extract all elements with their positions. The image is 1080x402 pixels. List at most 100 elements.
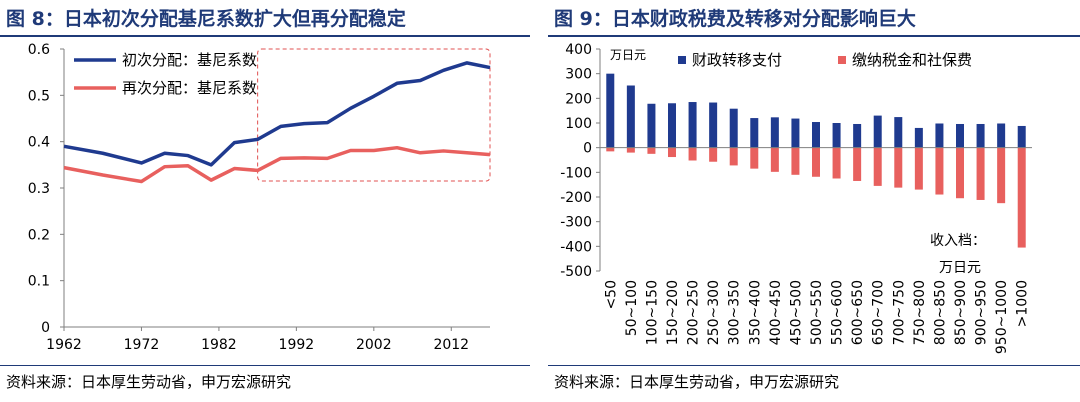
bar-transfer-16 xyxy=(914,127,923,148)
y-tick-label: 0.3 xyxy=(28,181,50,197)
bar-transfer-12 xyxy=(832,123,841,148)
bar-tax-4 xyxy=(668,147,676,158)
bar-tax-13 xyxy=(853,147,862,181)
bar-transfer-8 xyxy=(750,118,759,148)
x-tick-label: 250~300 xyxy=(706,280,722,345)
y-tick-label: -300 xyxy=(560,215,592,231)
bar-transfer-4 xyxy=(668,103,676,148)
x-tick-label: 750~800 xyxy=(912,280,928,345)
x-tick-label: 900~950 xyxy=(974,280,990,345)
x-tick-label: 800~850 xyxy=(932,280,948,345)
bar-transfer-5 xyxy=(688,102,697,148)
left-figure-panel: 图 8：日本初次分配基尼系数扩大但再分配稳定 0 0.1 0.2 0.3 0.4 0.5 0… xyxy=(0,0,530,402)
x-tick-label: 1972 xyxy=(124,337,160,353)
bar-tax-21 xyxy=(1017,147,1026,248)
bar-tax-15 xyxy=(894,147,903,188)
fiscal-transfer-bar-chart: 400 300 200 100 0 -100 -200 -300 -400 -500 万日元 <50 5… xyxy=(560,42,1032,354)
bar-tax-3 xyxy=(647,147,656,154)
income-bracket-note-line2: 万日元 xyxy=(939,260,981,276)
bar-tax-10 xyxy=(791,147,800,175)
x-tick-label: 100~150 xyxy=(644,280,660,345)
bar-tax-1 xyxy=(606,147,615,152)
bar-transfer-11 xyxy=(812,122,820,148)
bar-tax-19 xyxy=(976,147,985,200)
bar-tax-14 xyxy=(873,147,882,186)
x-tick-label: 850~900 xyxy=(953,280,969,345)
x-tick-label: 700~750 xyxy=(891,280,907,345)
x-tick-label: 1982 xyxy=(201,337,237,353)
bar-transfer-3 xyxy=(647,103,656,148)
x-tick-label: >1000 xyxy=(1015,280,1031,327)
bar-tax-9 xyxy=(770,147,779,172)
series-line-2 xyxy=(63,145,491,184)
legend-label-transfer: 财政转移支付 xyxy=(692,51,782,69)
bar-transfer-19 xyxy=(976,123,985,148)
left-figure-title: 图 8：日本初次分配基尼系数扩大但再分配稳定 xyxy=(6,8,406,30)
legend-label: 初次分配：基尼系数 xyxy=(122,51,257,69)
bar-transfer-2 xyxy=(626,85,635,148)
x-tick-label: 200~250 xyxy=(686,280,702,345)
x-tick-label: 950~1000 xyxy=(994,280,1010,354)
x-tick-label: 50~100 xyxy=(624,280,640,336)
bar-transfer-7 xyxy=(729,108,738,148)
x-tick-label: <50 xyxy=(603,280,619,310)
income-bracket-note-line1: 收入档： xyxy=(930,233,986,249)
bar-transfer-21 xyxy=(1017,125,1026,148)
bar-transfer-14 xyxy=(873,115,882,148)
bar-tax-6 xyxy=(709,147,718,162)
x-tick-label: 150~200 xyxy=(665,280,681,345)
bar-tax-18 xyxy=(956,147,964,199)
y-tick-label: -400 xyxy=(560,239,592,255)
right-title-rule xyxy=(548,35,1080,37)
bar-transfer-15 xyxy=(894,117,903,148)
x-tick-label: 2012 xyxy=(433,337,469,353)
x-tick-label: 400~450 xyxy=(768,280,784,345)
bar-tax-2 xyxy=(626,147,635,153)
x-tick-label: 450~500 xyxy=(788,280,804,345)
bar-transfer-1 xyxy=(606,73,615,148)
series-line-1 xyxy=(63,61,491,167)
legend-label-tax: 缴纳税金和社保费 xyxy=(852,51,972,69)
y-tick-label: 0.5 xyxy=(28,88,50,104)
y-tick-label: 0 xyxy=(583,141,592,157)
bar-transfer-20 xyxy=(997,123,1006,148)
highlight-dashed-box xyxy=(257,48,491,182)
bar-tax-7 xyxy=(729,147,738,166)
bar-tax-11 xyxy=(812,147,820,177)
y-tick-label: 400 xyxy=(565,42,592,58)
bar-tax-20 xyxy=(997,147,1006,204)
bar-transfer-13 xyxy=(853,123,862,148)
bar-tax-5 xyxy=(688,147,697,161)
x-tick-label: 650~700 xyxy=(871,280,887,345)
bar-tax-8 xyxy=(750,147,759,169)
bar-transfer-9 xyxy=(770,117,779,148)
y-tick-label: 200 xyxy=(565,91,592,107)
bar-tax-12 xyxy=(832,147,841,179)
legend-swatch-transfer xyxy=(678,56,686,64)
bar-transfer-10 xyxy=(791,118,800,148)
x-tick-label: 300~350 xyxy=(727,280,743,345)
left-title-rule xyxy=(0,35,530,37)
bar-tax-17 xyxy=(935,147,944,195)
y-tick-label: -200 xyxy=(560,190,592,206)
x-tick-label: 1962 xyxy=(46,337,82,353)
y-tick-label: 100 xyxy=(565,116,592,132)
right-source-rule xyxy=(548,365,1080,366)
x-tick-label: 1992 xyxy=(279,337,315,353)
y-tick-label: -500 xyxy=(560,264,592,280)
x-tick-label: 350~400 xyxy=(747,280,763,345)
left-source-note: 资料来源：日本厚生劳动省，申万宏源研究 xyxy=(6,373,292,391)
bar-tax-16 xyxy=(914,147,923,190)
bar-transfer-6 xyxy=(709,102,718,148)
x-tick-label: 500~550 xyxy=(809,280,825,345)
unit-label: 万日元 xyxy=(610,48,646,62)
y-tick-label: 0 xyxy=(41,320,50,336)
y-tick-label: 300 xyxy=(565,67,592,83)
x-tick-label: 550~600 xyxy=(830,280,846,345)
bar-transfer-18 xyxy=(956,123,964,148)
y-tick-label: 0.1 xyxy=(28,274,50,290)
y-tick-label: 0.6 xyxy=(28,42,50,58)
x-tick-label: 600~650 xyxy=(850,280,866,345)
legend-swatch-tax xyxy=(838,56,846,64)
x-tick-label: 2002 xyxy=(356,337,392,353)
